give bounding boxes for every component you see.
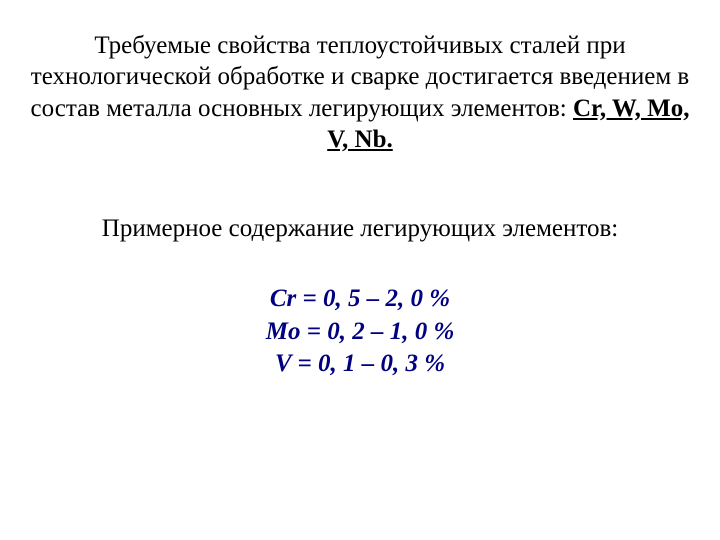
mo-value: Mo = 0, 2 – 1, 0 % xyxy=(30,316,690,349)
v-value: V = 0, 1 – 0, 3 % xyxy=(30,348,690,381)
content-heading: Примерное содержание легирующих элементо… xyxy=(30,215,690,243)
cr-value: Cr = 0, 5 – 2, 0 % xyxy=(30,283,690,316)
intro-paragraph: Требуемые свойства теплоустойчивых стале… xyxy=(30,30,690,155)
values-block: Cr = 0, 5 – 2, 0 % Mo = 0, 2 – 1, 0 % V … xyxy=(30,283,690,381)
